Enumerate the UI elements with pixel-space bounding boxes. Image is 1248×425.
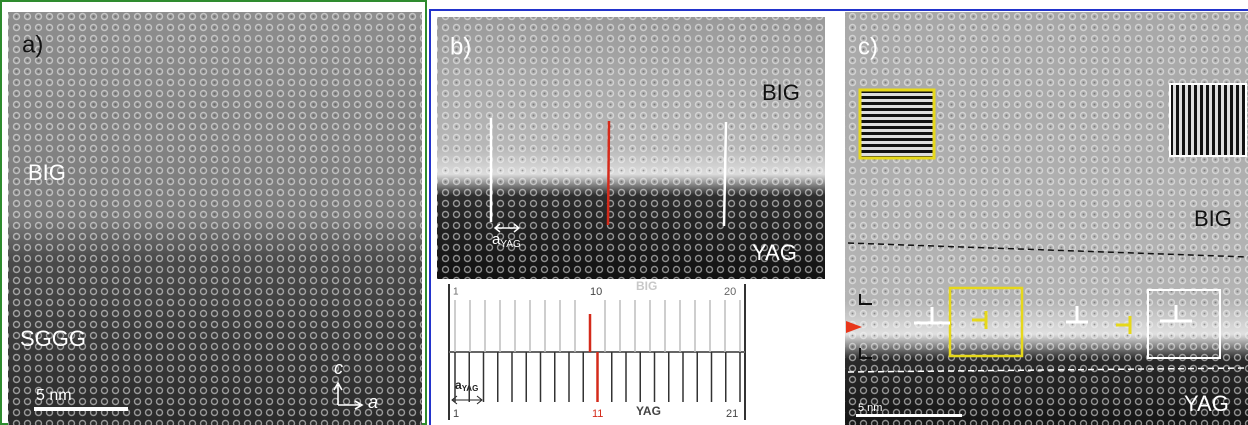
tick-label: 1 (453, 408, 459, 420)
interface-marker (846, 321, 862, 333)
region-label: YAG (1184, 391, 1229, 416)
marker-line (606, 120, 611, 226)
material-label: BIG (636, 279, 657, 293)
panel-b: aYAG b) BIG YAG 1 10 20 BIG 1 11 21 YAG … (437, 17, 825, 420)
panel-label: b) (450, 33, 471, 60)
panel-label: a) (22, 31, 43, 58)
region-label: BIG (1194, 206, 1232, 231)
dashed-line (847, 242, 1248, 258)
lattice (8, 12, 422, 425)
spacing-label: aYAG (455, 378, 478, 393)
region-label: YAG (752, 240, 797, 265)
spacing-arrow (493, 223, 521, 233)
dislocation-symbol (859, 294, 872, 359)
scale-bar (34, 407, 128, 411)
panel-label: c) (858, 33, 878, 60)
axis-label: a (368, 392, 378, 412)
tick-label: 20 (724, 286, 736, 298)
material-label: YAG (636, 404, 661, 418)
lattice (437, 17, 825, 279)
lattice-label: aYAG (492, 231, 521, 250)
dislocation-symbol (972, 311, 1132, 334)
scale-bar (856, 414, 962, 417)
tick-label: 10 (590, 286, 602, 298)
axis-label: c (334, 358, 343, 378)
axis-arrows (333, 381, 364, 410)
region-label: BIG (762, 80, 800, 105)
marker-line (722, 121, 728, 227)
panel-c: c) BIG YAG 5 nm (845, 12, 1248, 425)
tick-label: 21 (726, 408, 738, 420)
panel-a: a) BIG SGGG 5 nm c a (0, 0, 427, 425)
lattice (845, 12, 1248, 425)
region-label: SGGG (20, 326, 86, 351)
tick-label: 1 (453, 287, 459, 298)
scale-label: 5 nm (36, 387, 72, 404)
fft-inset (858, 88, 936, 160)
panel-border (429, 9, 1248, 425)
region-label: BIG (28, 160, 66, 185)
spacing-arrow (451, 395, 483, 405)
dislocation-symbol (914, 305, 1192, 325)
highlight-box (1147, 289, 1221, 359)
scale-label: 5 nm (858, 402, 882, 414)
fft-inset (1169, 83, 1247, 157)
dashed-line (847, 367, 1248, 373)
tick-label: 11 (592, 408, 603, 420)
ladder-diagram: 1 10 20 BIG 1 11 21 YAG aYAG (448, 279, 746, 420)
